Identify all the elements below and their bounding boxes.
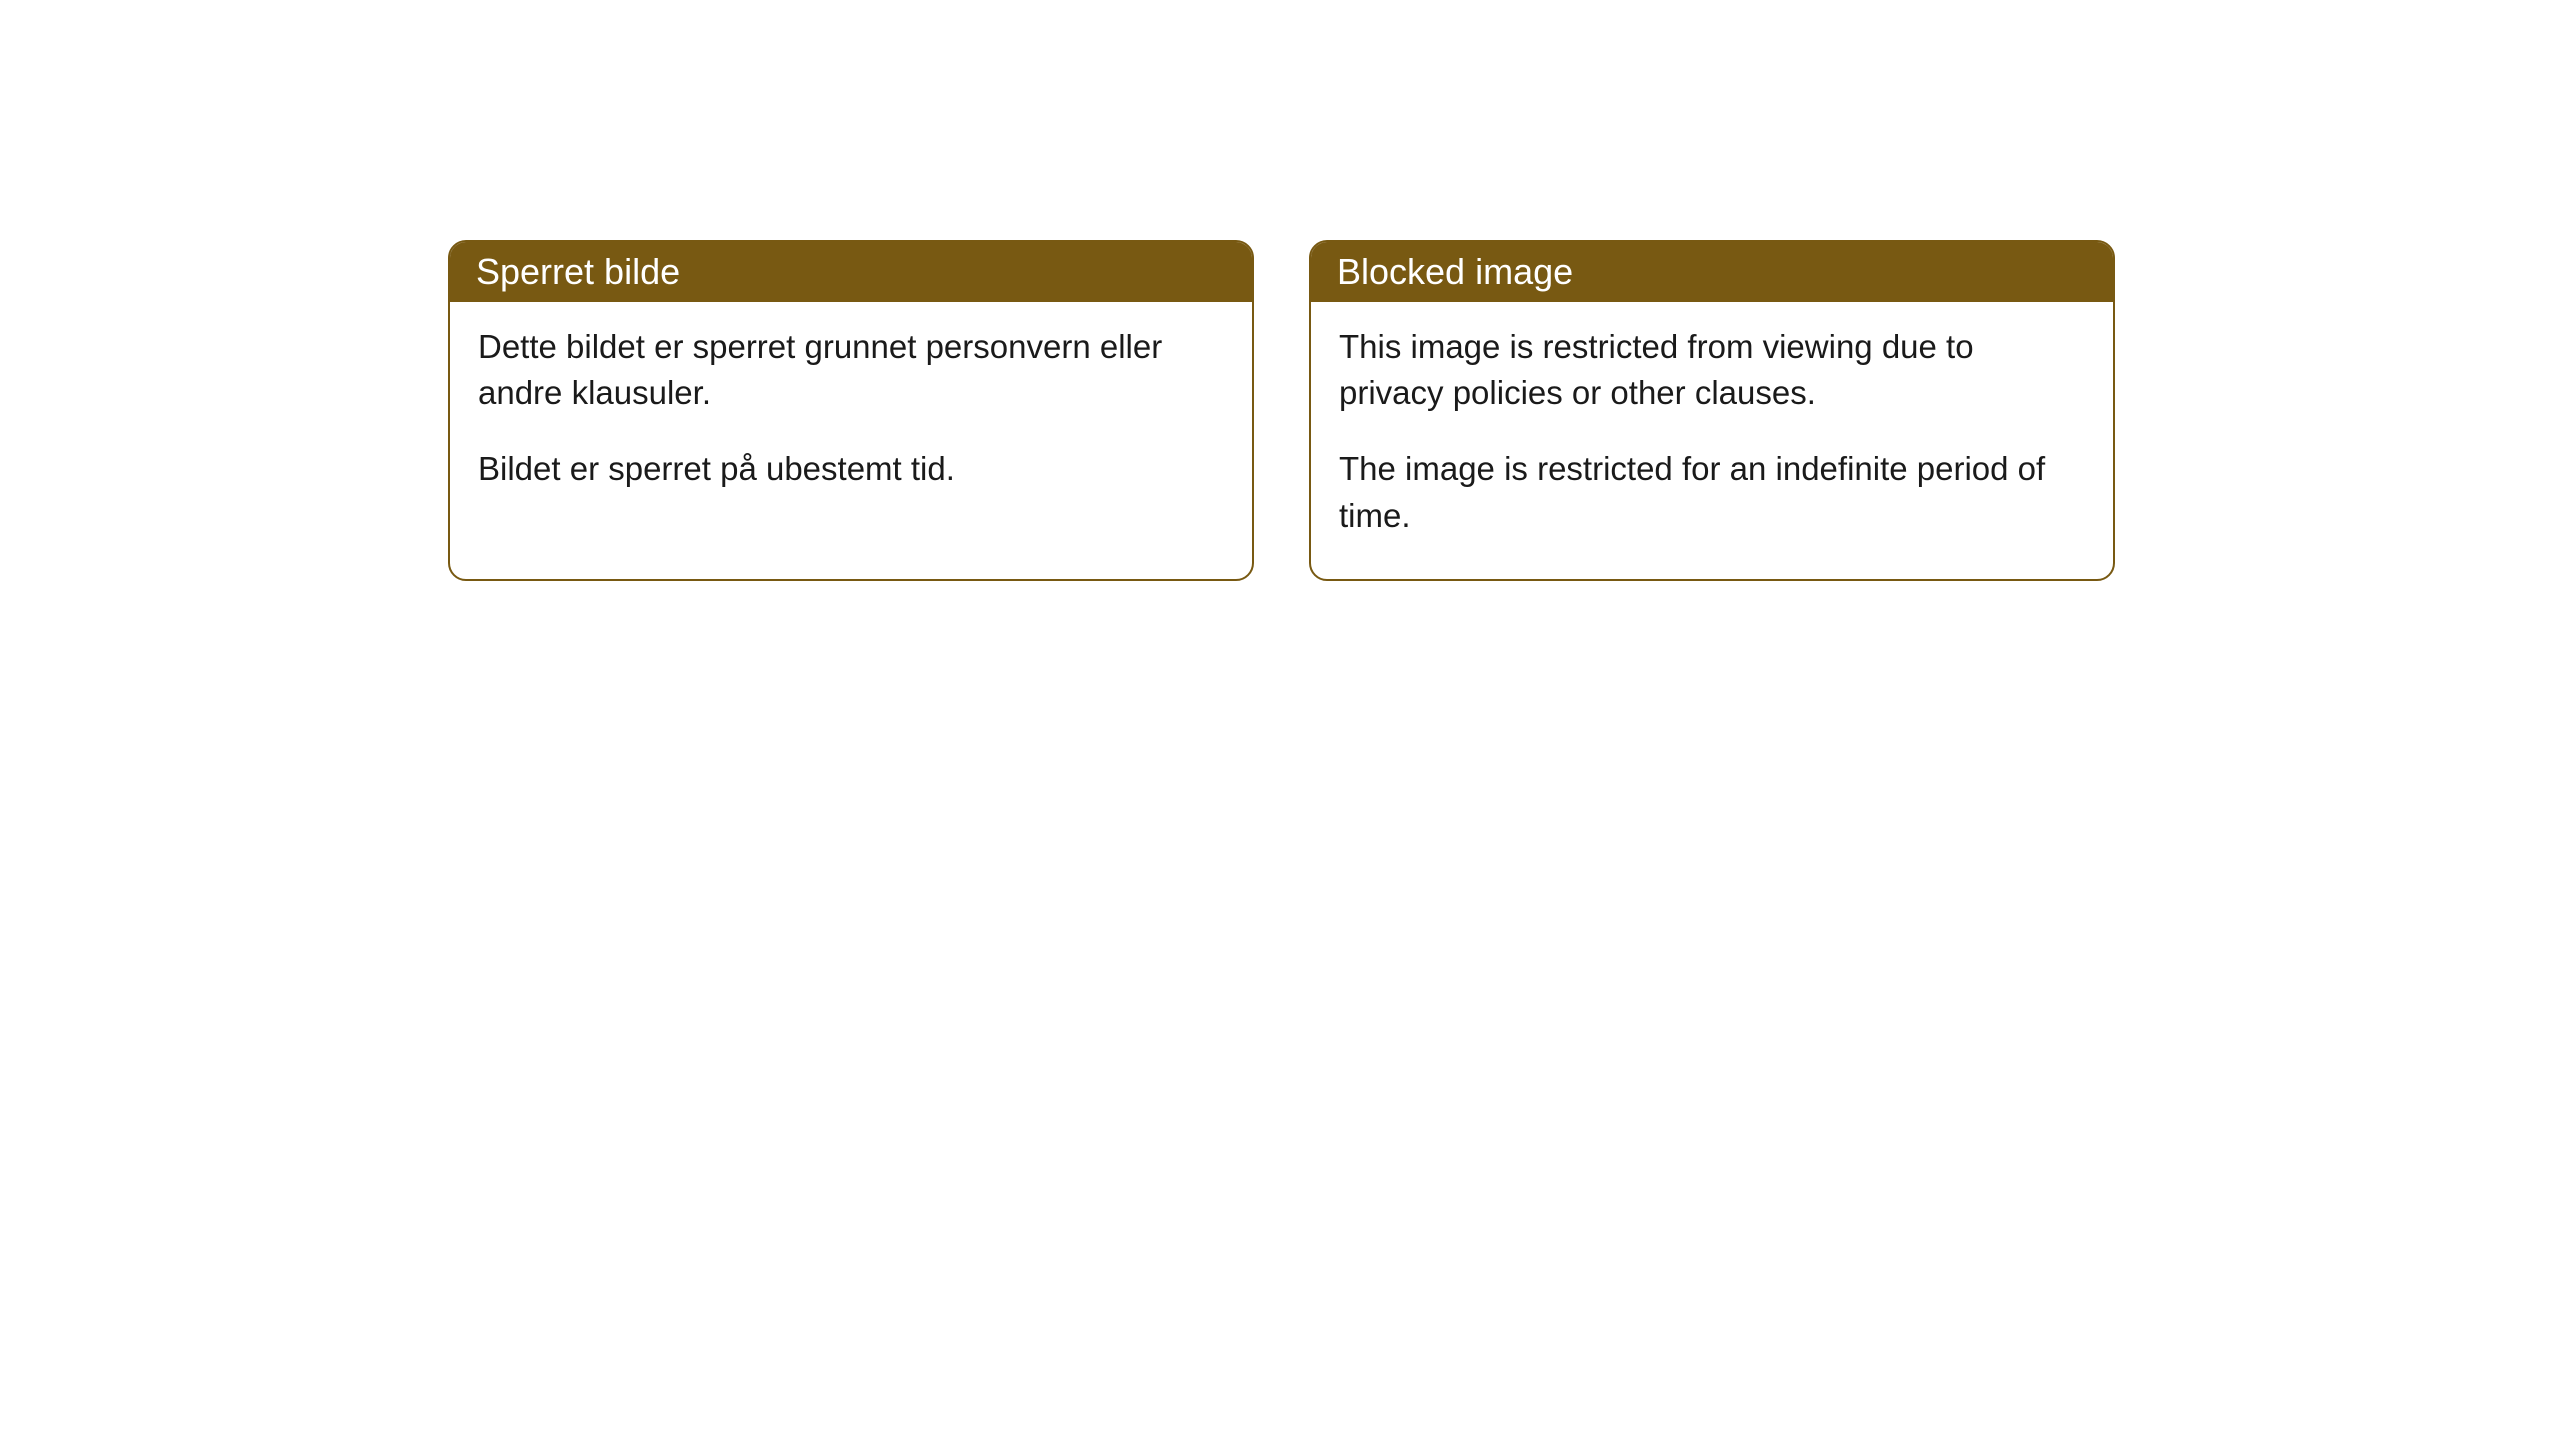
card-header: Blocked image <box>1311 242 2113 302</box>
notice-card-norwegian: Sperret bilde Dette bildet er sperret gr… <box>448 240 1254 581</box>
card-paragraph: Dette bildet er sperret grunnet personve… <box>478 324 1224 416</box>
card-paragraph: The image is restricted for an indefinit… <box>1339 446 2085 538</box>
card-body: This image is restricted from viewing du… <box>1311 302 2113 579</box>
card-paragraph: Bildet er sperret på ubestemt tid. <box>478 446 1224 492</box>
card-title: Sperret bilde <box>476 251 680 292</box>
card-header: Sperret bilde <box>450 242 1252 302</box>
card-body: Dette bildet er sperret grunnet personve… <box>450 302 1252 533</box>
card-title: Blocked image <box>1337 251 1573 292</box>
card-paragraph: This image is restricted from viewing du… <box>1339 324 2085 416</box>
notice-container: Sperret bilde Dette bildet er sperret gr… <box>0 0 2560 581</box>
notice-card-english: Blocked image This image is restricted f… <box>1309 240 2115 581</box>
